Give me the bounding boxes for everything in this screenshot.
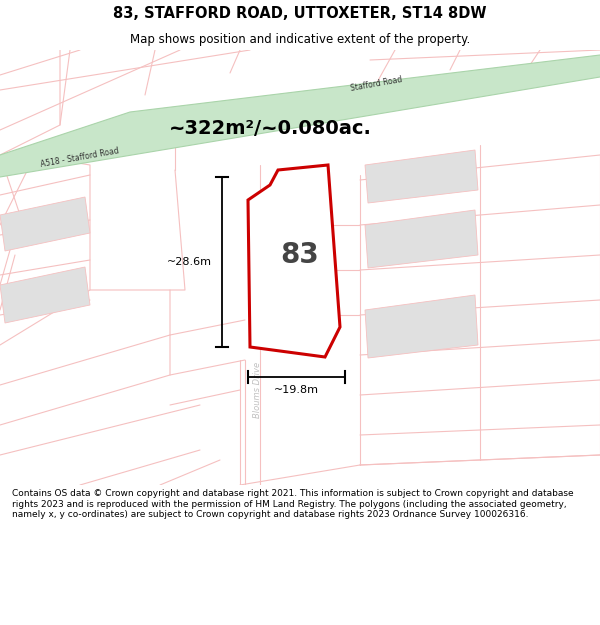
Polygon shape	[365, 295, 478, 358]
Text: Bloums Drive: Bloums Drive	[254, 362, 263, 418]
Text: ~19.8m: ~19.8m	[274, 385, 319, 395]
Polygon shape	[0, 267, 90, 323]
Text: ~322m²/~0.080ac.: ~322m²/~0.080ac.	[169, 119, 371, 138]
Text: ~28.6m: ~28.6m	[167, 257, 212, 267]
Polygon shape	[365, 150, 478, 203]
Text: A518 - Stafford Road: A518 - Stafford Road	[40, 146, 120, 169]
Polygon shape	[365, 210, 478, 268]
Polygon shape	[0, 55, 600, 177]
Polygon shape	[0, 197, 90, 251]
Text: 83, STAFFORD ROAD, UTTOXETER, ST14 8DW: 83, STAFFORD ROAD, UTTOXETER, ST14 8DW	[113, 6, 487, 21]
Text: Stafford Road: Stafford Road	[350, 75, 403, 93]
Text: 83: 83	[280, 241, 319, 269]
Polygon shape	[248, 165, 340, 357]
Text: Map shows position and indicative extent of the property.: Map shows position and indicative extent…	[130, 32, 470, 46]
Text: Contains OS data © Crown copyright and database right 2021. This information is : Contains OS data © Crown copyright and d…	[12, 489, 574, 519]
